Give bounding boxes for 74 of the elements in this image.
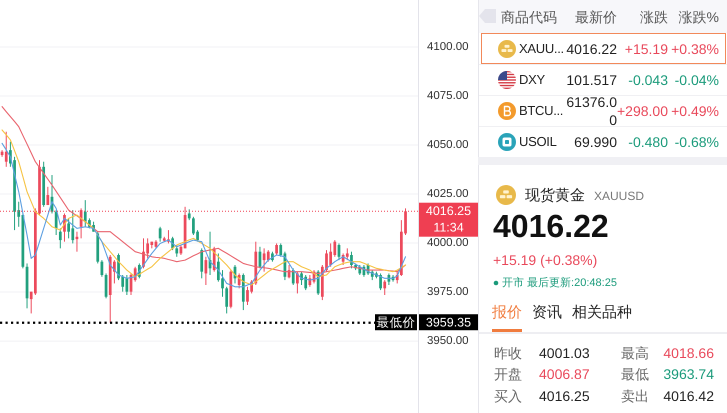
text: 69.990 [574, 134, 617, 150]
text: 最高 [621, 344, 649, 363]
text: XAUU... [519, 40, 564, 56]
candlestick [338, 242, 340, 261]
candlestick [388, 272, 390, 286]
text: -0.04% [674, 72, 719, 88]
text: +0.49% [671, 102, 719, 118]
text: +298.00 [617, 102, 668, 118]
candlestick [225, 286, 228, 314]
y-tick-label: 4075.00 [427, 90, 469, 102]
text: 昨收 [494, 344, 522, 363]
y-tick-label: 4025.00 [427, 188, 469, 200]
candlestick [346, 248, 349, 261]
text: 涨跌 [640, 8, 668, 24]
text: -0.043 [628, 72, 668, 88]
candlestick [258, 246, 262, 269]
text: 买入 [494, 387, 522, 406]
candlestick [383, 280, 386, 296]
candlestick [296, 271, 299, 294]
candlestick [58, 228, 62, 249]
candlestick [204, 256, 208, 286]
text: 开盘 [494, 365, 522, 384]
text: 现货黄金 [525, 186, 585, 206]
candlestick [130, 272, 132, 296]
text: XAUUSD [594, 188, 644, 204]
y-tick-label: 4100.00 [427, 41, 469, 54]
candlestick [234, 264, 236, 284]
text: 4016.25 [539, 387, 590, 406]
candlestick [262, 248, 266, 272]
candlestick [208, 231, 212, 276]
candlestick [192, 216, 195, 236]
candlestick [100, 260, 104, 278]
text: 4016.22 [493, 206, 609, 246]
candlestick [104, 272, 108, 299]
candlestick [188, 208, 191, 221]
text: 4018.66 [663, 344, 714, 363]
ref-line-label: 4016.25 [426, 204, 472, 218]
candlestick [379, 272, 382, 291]
candlestick [275, 242, 278, 256]
text: DXY [519, 72, 545, 86]
text: 3963.74 [663, 365, 714, 384]
text: 相关品种 [572, 302, 632, 322]
text: +0.38% [671, 40, 719, 56]
y-tick-label: 4050.00 [427, 139, 469, 152]
text: +15.19 (+0.38%) [493, 251, 598, 270]
y-tick-label: 3950.00 [427, 335, 469, 348]
candlestick [46, 186, 50, 206]
text: 4006.87 [539, 365, 590, 384]
text: 涨跌% [678, 8, 719, 24]
text: 4016.22 [566, 40, 617, 56]
text: 101.517 [566, 72, 617, 88]
text: 商品代码 [501, 8, 557, 24]
text: 最低 [621, 365, 649, 384]
text: 开市 最后更新:20:48:25 [502, 276, 617, 290]
annotation: 最低价 [376, 316, 416, 330]
text: 最新价 [575, 8, 617, 24]
text: -0.68% [674, 134, 719, 150]
text: BTCU... [519, 102, 564, 118]
text: 11:34 [433, 220, 464, 235]
text: 卖出 [621, 387, 649, 406]
text: 61376.00 [566, 94, 617, 128]
text: 报价 [492, 302, 522, 322]
text: -0.480 [628, 134, 668, 150]
y-tick-label: 4000.00 [427, 237, 469, 250]
text: +15.19 [624, 40, 668, 56]
candlestick [288, 264, 290, 279]
text: 4016.42 [663, 387, 714, 406]
y-tick-label: 3975.00 [427, 286, 469, 298]
candlestick [76, 231, 78, 252]
candlestick [158, 226, 162, 242]
ref-line-label: 3959.35 [426, 316, 472, 330]
text: 4001.03 [539, 344, 590, 363]
text: 资讯 [532, 302, 562, 322]
text: USOIL [519, 134, 557, 148]
